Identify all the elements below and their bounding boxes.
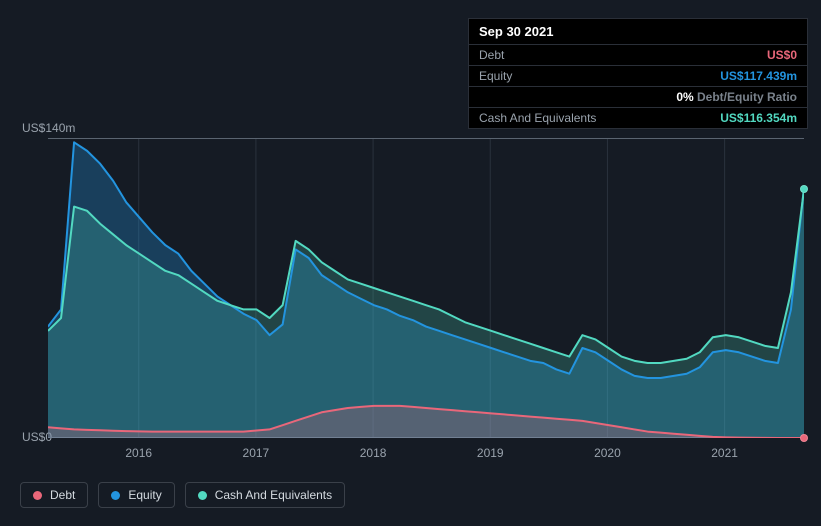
x-axis-tick-label: 2019 — [477, 446, 504, 460]
chart-legend: Debt Equity Cash And Equivalents — [20, 482, 345, 508]
y-axis-max-label: US$140m — [22, 121, 75, 135]
legend-marker-icon — [198, 491, 207, 500]
tooltip-row-label: Equity — [479, 69, 512, 83]
tooltip-row-value: US$116.354m — [720, 111, 797, 125]
legend-item-label: Debt — [50, 488, 75, 502]
legend-item-debt[interactable]: Debt — [20, 482, 88, 508]
legend-item-cash-and-equivalents[interactable]: Cash And Equivalents — [185, 482, 345, 508]
x-axis-tick-label: 2020 — [594, 446, 621, 460]
chart-tooltip: Sep 30 2021 Debt US$0 Equity US$117.439m 0% … — [468, 18, 808, 129]
legend-item-equity[interactable]: Equity — [98, 482, 174, 508]
x-axis-tick-label: 2021 — [711, 446, 738, 460]
series-end-marker — [800, 434, 808, 442]
legend-item-label: Cash And Equivalents — [215, 488, 332, 502]
tooltip-row: Debt US$0 — [469, 44, 807, 65]
tooltip-row-value: US$0 — [767, 48, 797, 62]
x-axis-tick-label: 2017 — [243, 446, 270, 460]
chart-plot-area[interactable] — [48, 138, 804, 438]
area-chart-svg — [48, 138, 804, 438]
x-axis-tick-label: 2016 — [125, 446, 152, 460]
tooltip-row-label: Cash And Equivalents — [479, 111, 596, 125]
tooltip-row: 0% Debt/Equity Ratio — [469, 86, 807, 107]
series-end-marker — [800, 185, 808, 193]
tooltip-date: Sep 30 2021 — [469, 19, 807, 44]
tooltip-row: Cash And Equivalents US$116.354m — [469, 107, 807, 128]
tooltip-row: Equity US$117.439m — [469, 65, 807, 86]
tooltip-row-label: Debt — [479, 48, 504, 62]
tooltip-row-value: 0% Debt/Equity Ratio — [676, 90, 797, 104]
x-axis-tick-label: 2018 — [360, 446, 387, 460]
tooltip-row-value: US$117.439m — [720, 69, 797, 83]
legend-marker-icon — [33, 491, 42, 500]
legend-marker-icon — [111, 491, 120, 500]
legend-item-label: Equity — [128, 488, 161, 502]
